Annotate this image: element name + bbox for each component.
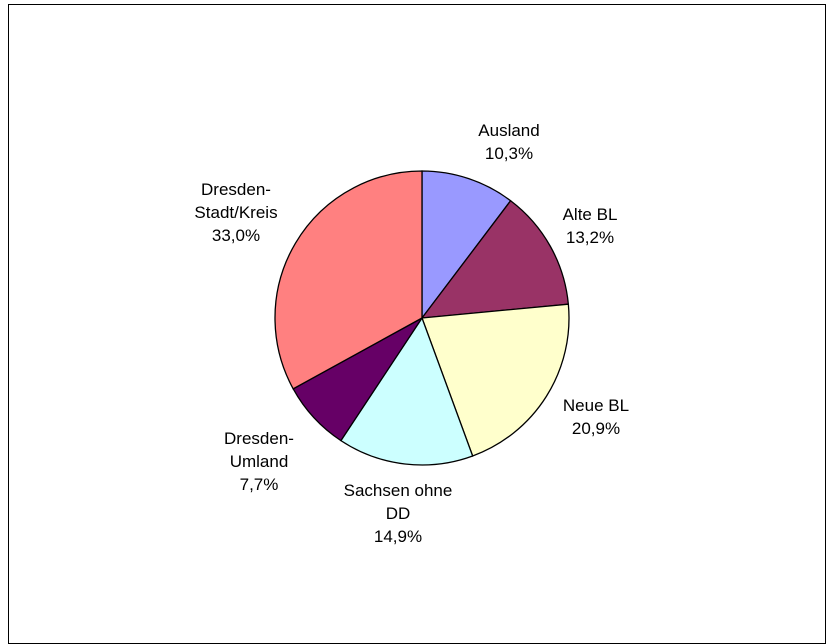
pie-chart: Ausland 10,3% Alte BL 13,2% Neue BL 20,9% Sach… — [194, 121, 629, 546]
slice-label: Alte BL 13,2% — [563, 205, 618, 247]
slice-name-label: Dresden- — [201, 180, 271, 199]
slice-label: Sachsen ohne DD 14,9% — [344, 481, 453, 546]
pie-slice — [420, 199, 570, 319]
slice-percent-label: 10,3% — [485, 144, 533, 163]
slice-name-label: Neue BL — [563, 396, 629, 415]
pie-slice — [421, 170, 512, 320]
slice-name-label: Stadt/Kreis — [194, 203, 277, 222]
pie-labels: Ausland 10,3% Alte BL 13,2% Neue BL 20,9% Sach… — [194, 121, 629, 546]
slice-name-label: DD — [386, 504, 411, 523]
slice-percent-label: 14,9% — [374, 527, 422, 546]
slice-name-label: Sachsen ohne — [344, 481, 453, 500]
slice-name-label: Umland — [230, 452, 289, 471]
slice-label: Neue BL 20,9% — [563, 396, 629, 438]
slice-label: Dresden- Stadt/Kreis 33,0% — [194, 180, 277, 245]
slice-label: Dresden- Umland 7,7% — [224, 429, 294, 494]
pie-slice — [340, 316, 474, 466]
slice-name-label: Ausland — [478, 121, 539, 140]
slice-percent-label: 7,7% — [240, 475, 279, 494]
slice-percent-label: 13,2% — [566, 228, 614, 247]
slice-percent-label: 20,9% — [572, 419, 620, 438]
slice-name-label: Alte BL — [563, 205, 618, 224]
slice-percent-label: 33,0% — [212, 226, 260, 245]
slice-name-label: Dresden- — [224, 429, 294, 448]
slice-label: Ausland 10,3% — [478, 121, 539, 163]
pie-slices — [274, 170, 570, 466]
pie-slice — [274, 170, 423, 390]
